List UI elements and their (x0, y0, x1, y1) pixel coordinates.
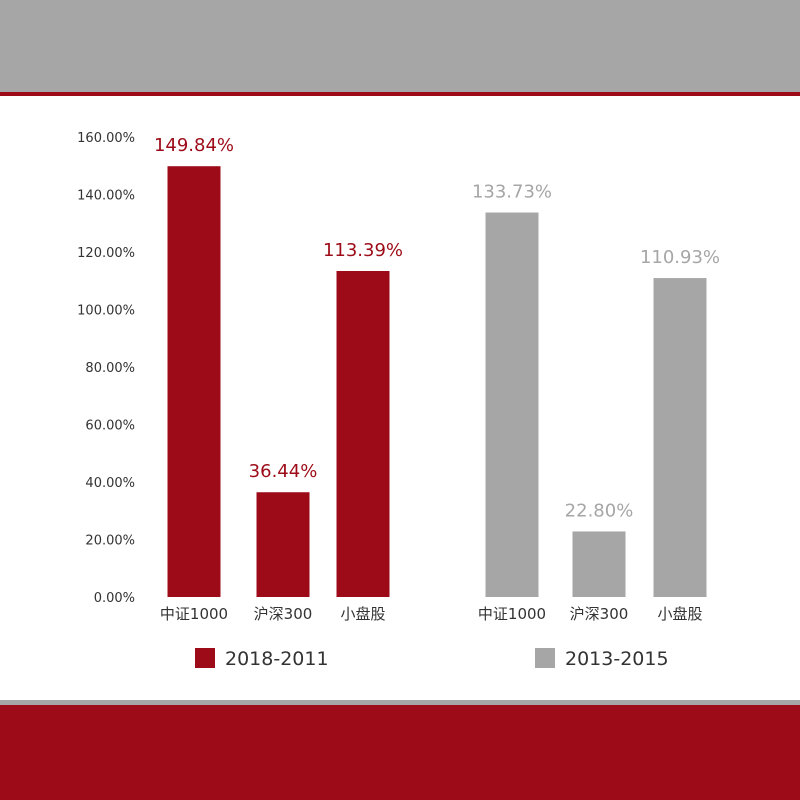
bar-chart: 0.00% 20.00% 40.00% 60.00% 80.00% 100.00% 120.… (77, 131, 720, 670)
legend: 2018-2011 2013-2015 (195, 648, 669, 670)
bottom-divider (0, 700, 800, 705)
x-tick-label: 沪深300 (570, 605, 629, 623)
data-label: 36.44% (249, 461, 318, 482)
y-tick-label: 120.00% (77, 246, 135, 261)
bottom-banner (0, 705, 800, 800)
legend-label: 2018-2011 (225, 648, 329, 670)
data-label: 149.84% (154, 135, 234, 156)
x-tick-label: 中证1000 (160, 605, 228, 623)
y-tick-label: 0.00% (94, 591, 135, 606)
bar (572, 531, 626, 597)
bar-group: 133.73% 中证1000 22.80% 沪深300 110.93% 小盘股 (472, 182, 720, 623)
top-banner (0, 0, 800, 92)
legend-swatch (535, 648, 555, 668)
data-label: 113.39% (323, 240, 403, 261)
data-label: 133.73% (472, 182, 552, 203)
y-tick-label: 160.00% (77, 131, 135, 146)
bar (653, 278, 707, 597)
top-divider (0, 92, 800, 96)
data-label: 110.93% (640, 247, 720, 268)
bar (336, 271, 390, 597)
y-tick-label: 40.00% (85, 476, 135, 491)
y-tick-label: 60.00% (85, 419, 135, 434)
y-tick-label: 80.00% (85, 361, 135, 376)
y-axis: 0.00% 20.00% 40.00% 60.00% 80.00% 100.00% 120.… (77, 131, 135, 606)
x-tick-label: 中证1000 (478, 605, 546, 623)
bar (485, 212, 539, 597)
legend-label: 2013-2015 (565, 648, 669, 670)
y-tick-label: 140.00% (77, 189, 135, 204)
data-label: 22.80% (565, 500, 634, 521)
bar-group: 149.84% 中证1000 36.44% 沪深300 113.39% 小盘股 (154, 135, 403, 623)
legend-swatch (195, 648, 215, 668)
x-tick-label: 沪深300 (254, 605, 313, 623)
bar (256, 492, 310, 597)
bar (167, 166, 221, 597)
legend-item: 2013-2015 (535, 648, 669, 670)
legend-item: 2018-2011 (195, 648, 329, 670)
bars: 149.84%中证100036.44%沪深300113.39%小盘股133.73… (154, 135, 720, 623)
y-tick-label: 100.00% (77, 304, 135, 319)
y-tick-label: 20.00% (85, 534, 135, 549)
x-tick-label: 小盘股 (340, 605, 385, 623)
x-tick-label: 小盘股 (657, 605, 702, 623)
